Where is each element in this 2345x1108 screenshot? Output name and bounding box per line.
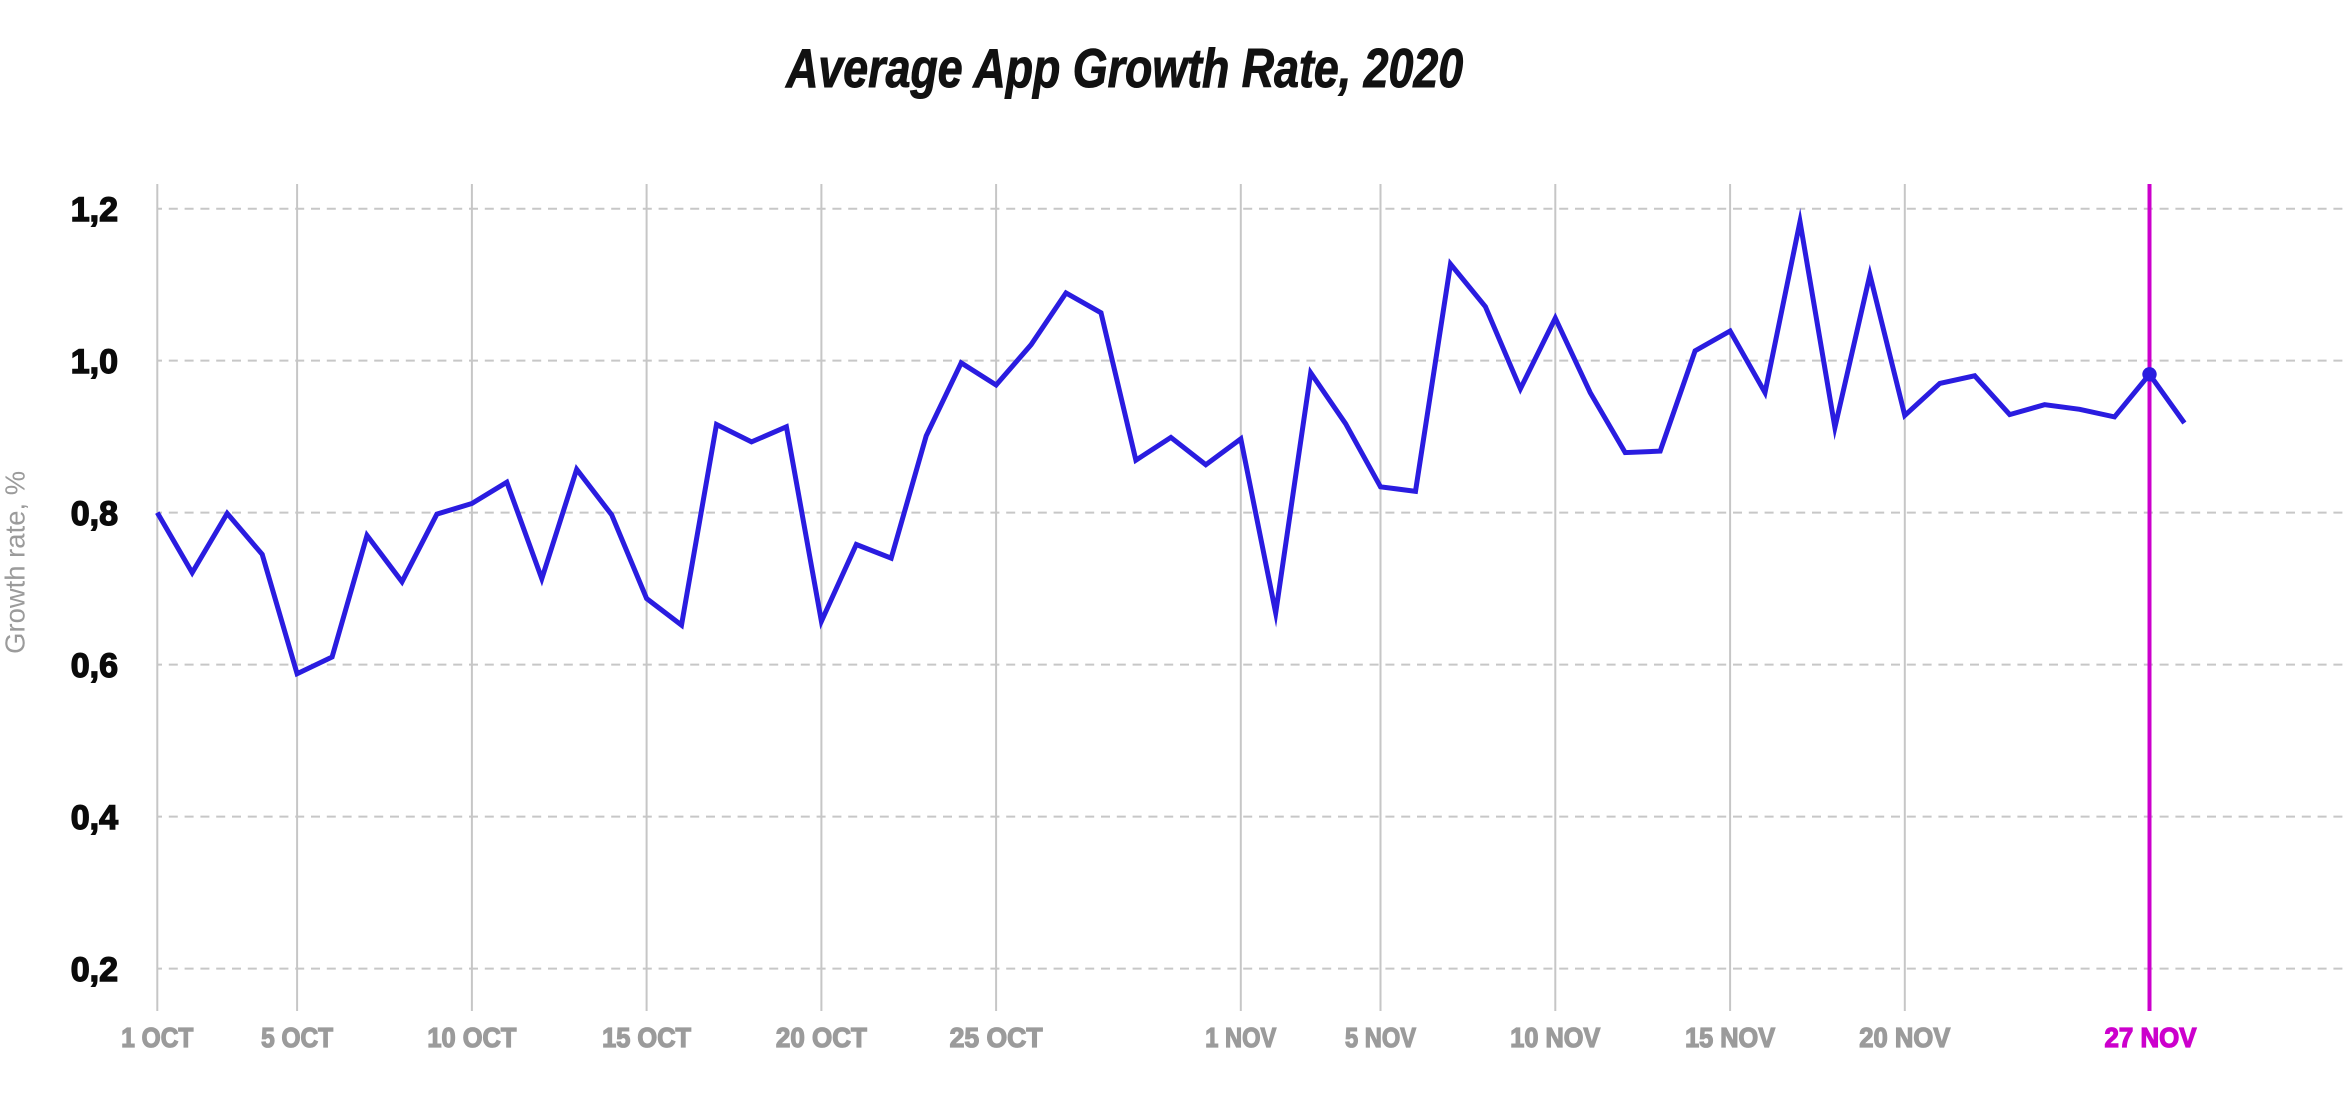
svg-text:1,0: 1,0: [71, 343, 118, 381]
svg-text:Growth rate, %: Growth rate, %: [0, 471, 31, 654]
svg-text:Average App Growth Rate, 2020: Average App Growth Rate, 2020: [784, 37, 1463, 99]
svg-text:27 NOV: 27 NOV: [2105, 1022, 2198, 1053]
svg-text:1 NOV: 1 NOV: [1205, 1022, 1277, 1053]
svg-text:0,4: 0,4: [71, 799, 118, 837]
svg-text:0,8: 0,8: [71, 495, 118, 533]
svg-text:5 OCT: 5 OCT: [261, 1022, 333, 1053]
svg-text:1 OCT: 1 OCT: [121, 1022, 193, 1053]
svg-text:5 NOV: 5 NOV: [1345, 1022, 1417, 1053]
svg-text:20 OCT: 20 OCT: [776, 1022, 867, 1053]
svg-text:15 NOV: 15 NOV: [1685, 1022, 1776, 1053]
svg-text:0,6: 0,6: [71, 647, 118, 685]
svg-text:0,2: 0,2: [71, 951, 118, 989]
svg-text:25 OCT: 25 OCT: [950, 1022, 1043, 1053]
svg-text:1,2: 1,2: [71, 191, 118, 229]
svg-text:10 NOV: 10 NOV: [1510, 1022, 1601, 1053]
svg-text:10 OCT: 10 OCT: [427, 1022, 516, 1053]
svg-text:20 NOV: 20 NOV: [1859, 1022, 1951, 1053]
svg-text:15 OCT: 15 OCT: [602, 1022, 691, 1053]
